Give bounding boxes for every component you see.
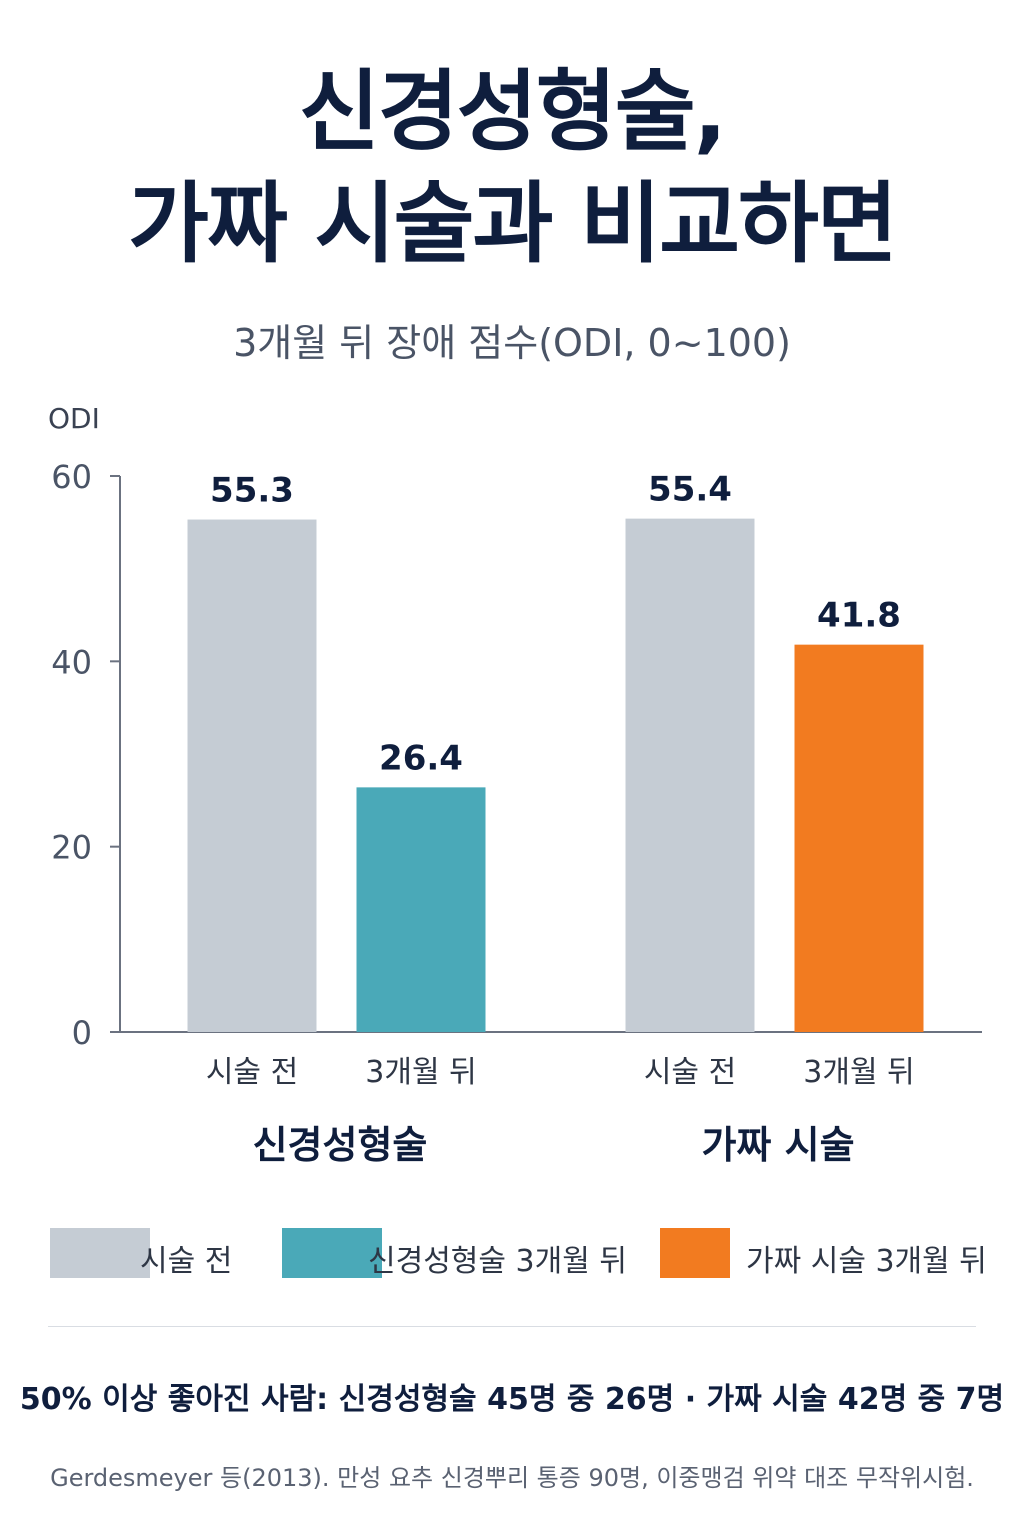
y-tick-label: 0: [72, 1014, 92, 1052]
bar-2-1: [625, 518, 755, 1032]
bar-1-1: [187, 519, 317, 1032]
legend-swatch-neuroplasty-after: [282, 1228, 382, 1278]
y-tick-label: 60: [51, 458, 92, 496]
summary-text: 50% 이상 좋아진 사람: 신경성형술 45명 중 26명 · 가짜 시술 4…: [19, 1382, 1005, 1417]
legend-swatch-sham-after: [660, 1228, 730, 1278]
legend-label-before: 시술 전: [140, 1244, 233, 1279]
divider: [48, 1326, 976, 1327]
group-label: 신경성형술: [253, 1123, 428, 1167]
x-tick-label: 시술 전: [644, 1055, 736, 1090]
bar-value-label: 55.4: [648, 470, 732, 510]
x-tick-label: 3개월 뒤: [365, 1055, 476, 1090]
y-tick-label: 40: [51, 643, 92, 681]
x-tick-label: 시술 전: [206, 1055, 298, 1090]
group-label: 가짜 시술: [701, 1123, 854, 1167]
chart-subtitle: 3개월 뒤 장애 점수(ODI, 0~100): [233, 321, 791, 365]
source-note: Gerdesmeyer 등(2013). 만성 요추 신경뿌리 통증 90명, …: [50, 1464, 974, 1492]
chart-legend: 시술 전 신경성형술 3개월 뒤 가짜 시술 3개월 뒤: [0, 1228, 1024, 1280]
bar-value-label: 41.8: [817, 596, 901, 636]
legend-swatch-before: [50, 1228, 150, 1278]
chart-title-line-1: 신경성형술,: [298, 60, 727, 163]
legend-label-neuroplasty-after: 신경성형술 3개월 뒤: [368, 1244, 627, 1279]
legend-label-sham-after: 가짜 시술 3개월 뒤: [746, 1244, 987, 1279]
y-tick-label: 20: [51, 829, 92, 867]
bar-2-2: [794, 644, 924, 1032]
y-axis-title: ODI: [48, 402, 100, 435]
bar-value-label: 55.3: [210, 471, 294, 511]
chart-title-line-2: 가짜 시술과 비교하면: [128, 172, 898, 275]
bar-value-label: 26.4: [379, 738, 463, 778]
x-tick-label: 3개월 뒤: [803, 1055, 914, 1090]
bar-1-2: [356, 787, 486, 1032]
